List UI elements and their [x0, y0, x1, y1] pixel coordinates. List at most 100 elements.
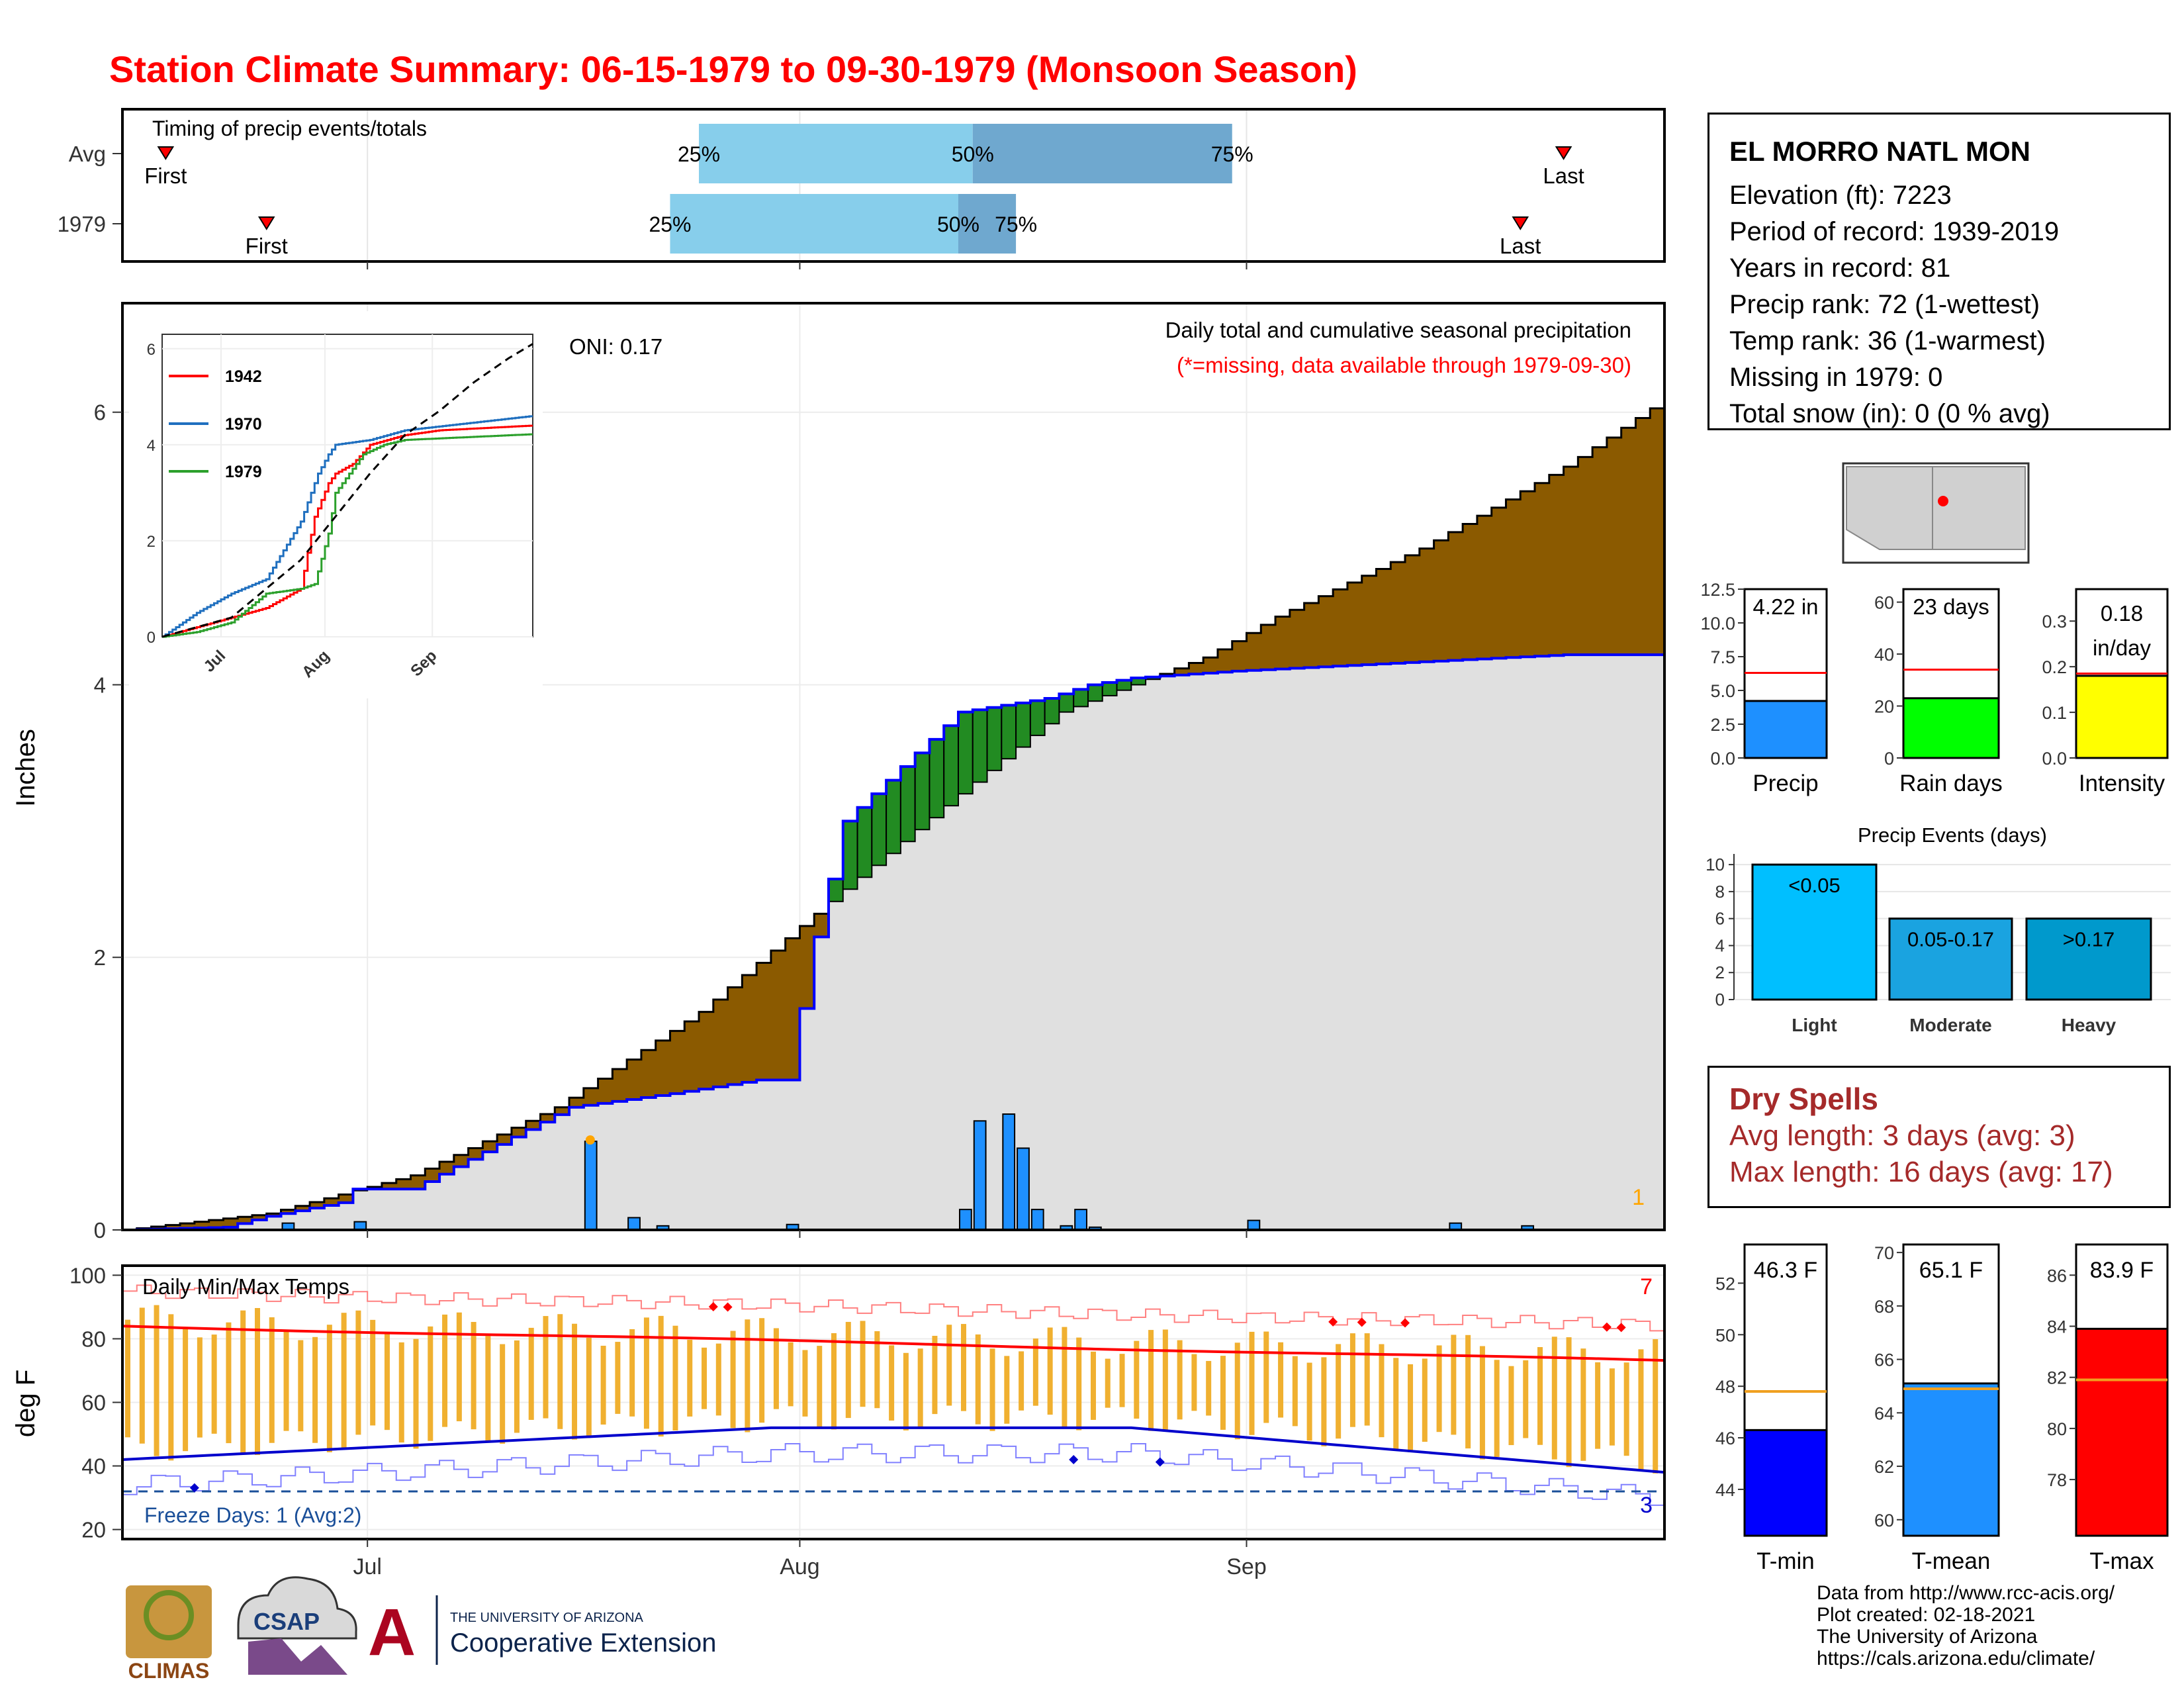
daily-temp-range-bar [398, 1342, 404, 1443]
daily-temp-range-bar [917, 1348, 923, 1427]
daily-temp-range-bar [442, 1314, 448, 1427]
temp-summary-y-tick-label: 82 [2047, 1368, 2067, 1388]
inset-y-tick-label: 2 [147, 533, 156, 551]
temp-summary-y-tick-label: 60 [1874, 1511, 1894, 1530]
csap-cloud-icon [237, 1576, 357, 1640]
surplus-mark [914, 752, 931, 831]
timing-p25-label: 25% [649, 212, 691, 236]
inset-series-1970 [162, 415, 533, 638]
surplus-mark [1029, 700, 1046, 736]
temp-summary-bar-T-min [1743, 1429, 1828, 1537]
daily-temp-range-bar [1062, 1327, 1068, 1428]
daily-temp-range-bar [1494, 1360, 1500, 1457]
daily-temp-range-bar [370, 1319, 376, 1426]
climas-logo-text: CLIMAS [128, 1659, 210, 1683]
surplus-mark [871, 793, 887, 867]
precip-event-label-0: Light [1792, 1015, 1837, 1035]
summary-y-tick-label: 2.5 [1710, 715, 1735, 735]
daily-temp-range-bar [831, 1333, 837, 1430]
daily-temp-range-bar [1623, 1362, 1629, 1456]
daily-temp-range-bar [1566, 1337, 1572, 1468]
summary-value-text-1: 23 days [1913, 594, 1989, 619]
daily-temp-range-bar [183, 1328, 189, 1452]
precip-events-y-tick-label: 0 [1715, 990, 1725, 1009]
temp-summary-y-tick-label: 84 [2047, 1317, 2067, 1337]
daily-precip-bar [1247, 1219, 1261, 1231]
ua-logo-bg [362, 1589, 422, 1662]
daily-temp-range-bar [1249, 1331, 1255, 1435]
inset-y-tick-label: 4 [147, 437, 156, 455]
daily-temp-range-bar [586, 1337, 592, 1438]
daily-precip-bar [1002, 1113, 1016, 1231]
daily-temp-range-bar [1336, 1344, 1342, 1439]
timing-bar-25-50-1979 [670, 194, 958, 254]
daily-temp-range-bar [946, 1325, 952, 1406]
daily-temp-range-bar [860, 1321, 866, 1407]
daily-temp-range-bar [1004, 1356, 1010, 1424]
daily-temp-range-bar [557, 1314, 563, 1429]
daily-temp-range-bar [413, 1338, 419, 1449]
daily-temp-range-bar [615, 1342, 621, 1414]
daily-temp-range-bar [168, 1314, 174, 1461]
daily-temp-range-bar [139, 1307, 145, 1444]
summary-y-tick-label: 0.3 [2042, 612, 2067, 632]
csap-logo-text: CSAP [253, 1608, 320, 1635]
summary-y-tick-label: 12.5 [1700, 580, 1735, 600]
station-name: EL MORRO NATL MON [1729, 136, 2030, 167]
daily-temp-range-bar [903, 1352, 909, 1430]
main-legend-note: (*=missing, data available through 1979-… [1177, 353, 1631, 377]
surplus-mark [1044, 698, 1060, 725]
inset-frame [161, 334, 533, 637]
summary-y-tick-label: 40 [1874, 645, 1894, 665]
daily-temp-range-bar [1032, 1338, 1038, 1406]
daily-temp-range-bar [1451, 1335, 1457, 1435]
daily-temp-range-bar [600, 1345, 606, 1425]
temp-summary-bar-T-max [2075, 1327, 2169, 1537]
daily-temp-range-bar [845, 1321, 851, 1419]
station-info-box: EL MORRO NATL MON Elevation (ft): 7223 P… [1707, 113, 2171, 430]
temp-x-tick-label: Jul [353, 1554, 381, 1579]
temp-y-tick-label: 80 [81, 1327, 106, 1351]
temp-panel-title: Daily Min/Max Temps [142, 1274, 349, 1299]
precip-events-y-tick-label: 2 [1715, 962, 1725, 982]
surplus-mark [1101, 682, 1118, 696]
summary-label-1: Rain days [1899, 771, 2003, 796]
daily-temp-range-bar [456, 1312, 462, 1422]
summary-y-tick-label: 0.1 [2042, 703, 2067, 723]
summary-value-text-2: 0.18 [2101, 601, 2143, 626]
precip-event-label-1: Moderate [1909, 1015, 1991, 1035]
climas-logo-ring [144, 1590, 194, 1640]
timing-panel-frame [121, 108, 1666, 263]
precip-events-y-tick-label: 8 [1715, 882, 1725, 902]
timing-bar-50-75-Avg [972, 124, 1232, 183]
daily-temp-range-bar [1551, 1336, 1557, 1460]
timing-p75-label: 75% [995, 212, 1037, 236]
record-low-marker [1069, 1454, 1079, 1464]
daily-precip-bar [958, 1209, 972, 1231]
daily-temp-range-bar [1105, 1358, 1111, 1408]
summary-bar-Intensity [2075, 675, 2169, 759]
temp-y-tick-label: 60 [81, 1391, 106, 1415]
daily-temp-range-bar [154, 1305, 159, 1456]
daily-temp-range-bar [1465, 1335, 1471, 1449]
timing-panel-title: Timing of precip events/totals [152, 117, 427, 140]
daily-temp-range-bar [197, 1337, 203, 1438]
temp-summary-y-tick-label: 62 [1874, 1457, 1894, 1477]
daily-temp-range-bar [889, 1345, 895, 1421]
daily-precip-bar [1030, 1209, 1044, 1231]
summary-y-tick-label: 0 [1884, 749, 1894, 769]
summary-y-tick-label: 5.0 [1710, 681, 1735, 701]
precip-events-title: Precip Events (days) [1858, 823, 2047, 847]
daily-temp-range-bar [528, 1327, 534, 1420]
record-high-marker [1616, 1323, 1626, 1333]
main-panel-frame [121, 302, 1666, 1231]
daily-temp-range-bar [312, 1336, 318, 1443]
temp-summary-bar-T-mean [1902, 1382, 2000, 1537]
daily-temp-range-bar [1580, 1348, 1586, 1461]
daily-temp-range-bar [1119, 1354, 1125, 1407]
temp-y-tick-label: 20 [81, 1518, 106, 1542]
surplus-mark [943, 725, 959, 807]
surplus-mark [986, 706, 1003, 771]
daily-temp-range-bar [240, 1310, 246, 1455]
inset-series-1979 [162, 433, 533, 638]
